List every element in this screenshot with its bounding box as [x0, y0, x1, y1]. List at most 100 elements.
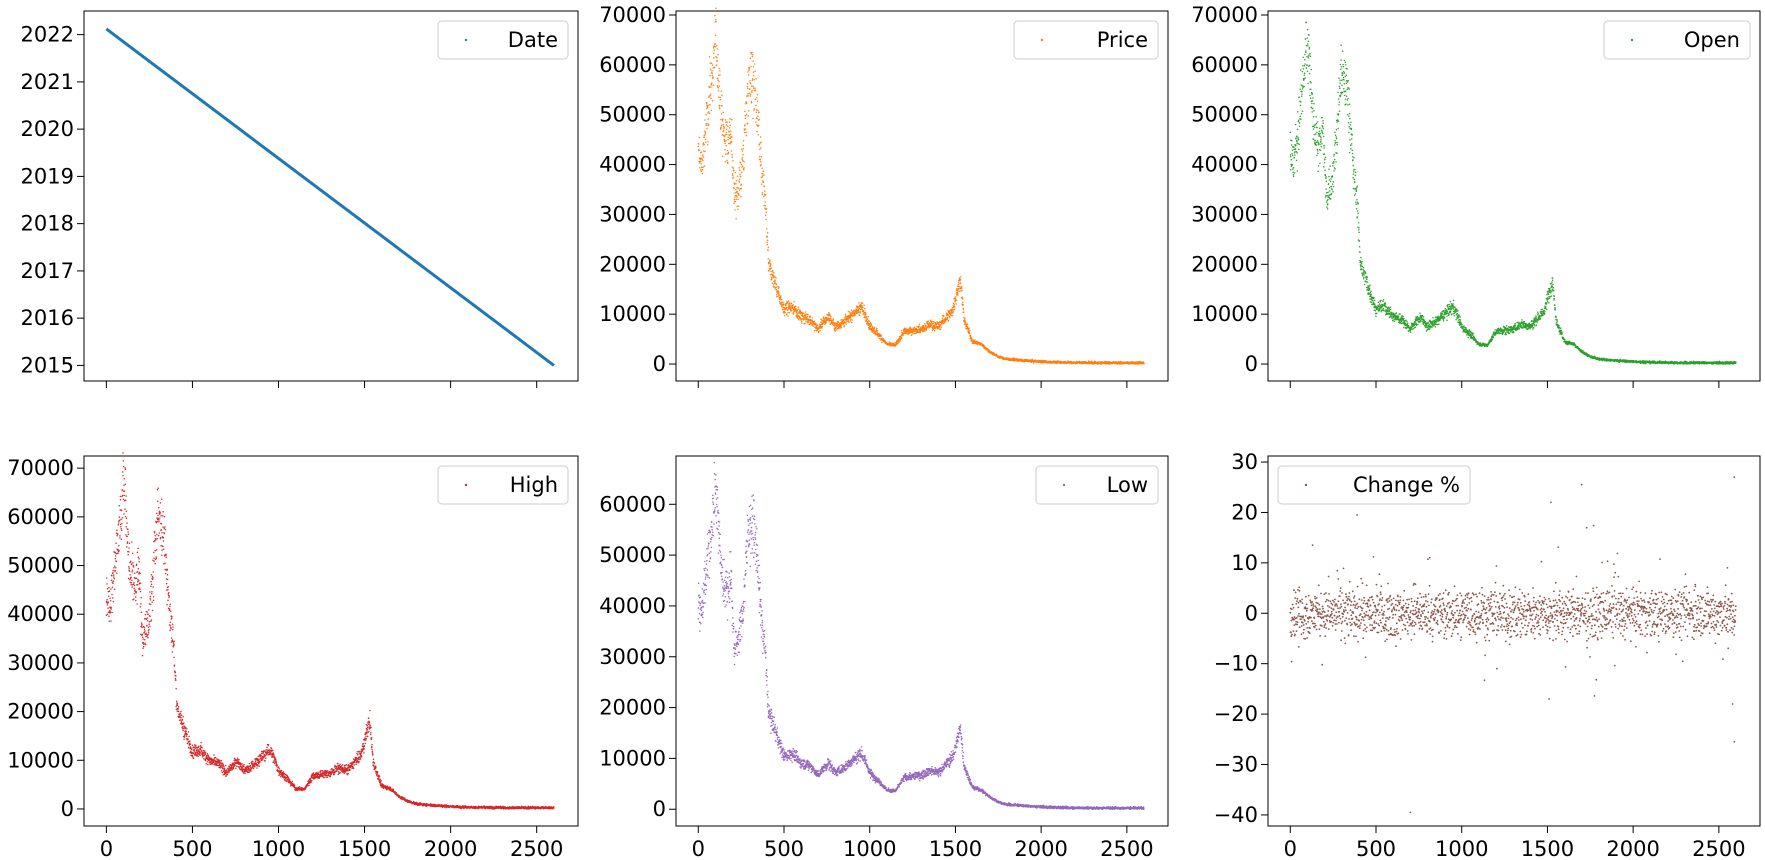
data-point: [1324, 169, 1326, 171]
data-point: [765, 218, 767, 221]
data-point: [1314, 124, 1317, 126]
data-point: [724, 140, 726, 143]
data-point: [1296, 128, 1299, 130]
data-point: [1548, 295, 1550, 298]
data-point: [840, 325, 842, 327]
data-point: [1414, 326, 1417, 328]
data-point: [929, 326, 931, 328]
data-point: [701, 172, 704, 175]
data-point: [863, 316, 866, 318]
data-point: [868, 320, 870, 323]
data-point: [706, 144, 709, 146]
data-point: [1308, 46, 1311, 49]
data-point: [760, 161, 762, 163]
data-point: [725, 139, 727, 142]
data-point: [1296, 170, 1299, 172]
data-point: [1311, 111, 1313, 113]
data-point: [1355, 189, 1358, 191]
data-point: [1321, 116, 1323, 119]
data-point: [859, 308, 862, 311]
data-point: [704, 119, 706, 121]
data-point: [1384, 303, 1387, 305]
data-point: [718, 85, 721, 87]
data-point: [1463, 325, 1465, 327]
data-point: [783, 314, 786, 317]
data-point: [702, 154, 704, 156]
data-point: [721, 134, 723, 136]
data-point: [1319, 149, 1322, 151]
data-point: [1382, 307, 1385, 310]
data-point: [758, 155, 761, 158]
data-point: [811, 317, 814, 319]
data-point: [1333, 170, 1335, 172]
data-point: [763, 174, 765, 176]
data-point: [1313, 102, 1315, 105]
data-point: [1331, 188, 1333, 191]
data-point: [1307, 82, 1309, 85]
data-point: [749, 88, 751, 91]
data-point: [805, 320, 807, 322]
data-point: [956, 291, 959, 293]
data-point: [729, 143, 731, 145]
data-point: [1291, 153, 1293, 155]
data-point: [819, 330, 821, 332]
data-point: [702, 144, 704, 146]
data-point: [1334, 168, 1336, 170]
data-point: [801, 322, 803, 324]
data-point: [711, 69, 713, 72]
data-point: [1335, 161, 1337, 163]
data-point: [751, 91, 753, 93]
data-point: [739, 175, 742, 178]
data-point: [1335, 137, 1338, 140]
data-point: [1306, 64, 1308, 67]
data-point: [755, 109, 758, 111]
data-point: [1344, 64, 1347, 66]
data-point: [1303, 85, 1305, 88]
data-point: [714, 34, 717, 36]
data-point: [787, 315, 789, 317]
data-point: [1441, 313, 1444, 315]
data-point: [755, 111, 758, 113]
data-point: [957, 282, 960, 284]
data-point: [930, 325, 933, 327]
data-point: [1541, 308, 1544, 311]
data-point: [751, 51, 753, 54]
data-point: [1310, 100, 1313, 102]
data-point: [1358, 227, 1360, 229]
data-point: [1545, 305, 1547, 308]
data-point: [1301, 110, 1304, 113]
data-point: [1299, 104, 1302, 107]
data-point: [1352, 171, 1355, 173]
data-point: [1295, 135, 1298, 138]
data-point: [723, 134, 725, 137]
data-point: [974, 339, 976, 341]
data-point: [704, 138, 707, 141]
data-point: [1366, 278, 1368, 281]
data-point: [788, 311, 791, 314]
data-point: [753, 79, 755, 81]
data-point: [915, 327, 918, 330]
data-point: [777, 291, 780, 294]
data-point: [766, 241, 768, 243]
data-point: [1323, 153, 1326, 155]
data-point: [781, 305, 784, 307]
data-point: [1322, 135, 1325, 138]
data-point: [1445, 308, 1448, 311]
data-point: [1324, 174, 1327, 177]
data-point: [728, 131, 730, 133]
data-point: [1350, 127, 1353, 130]
data-point: [1431, 326, 1433, 328]
data-point: [1472, 332, 1475, 335]
data-point: [1292, 167, 1295, 169]
data-point: [1316, 140, 1319, 142]
data-point: [1300, 112, 1303, 115]
data-point: [727, 136, 729, 138]
data-point: [1453, 314, 1456, 317]
data-point: [1319, 127, 1321, 130]
data-point: [774, 281, 776, 283]
data-point: [1402, 326, 1405, 329]
data-point: [737, 193, 740, 195]
data-point: [1320, 145, 1323, 148]
data-point: [766, 232, 769, 234]
data-point: [1319, 135, 1322, 137]
